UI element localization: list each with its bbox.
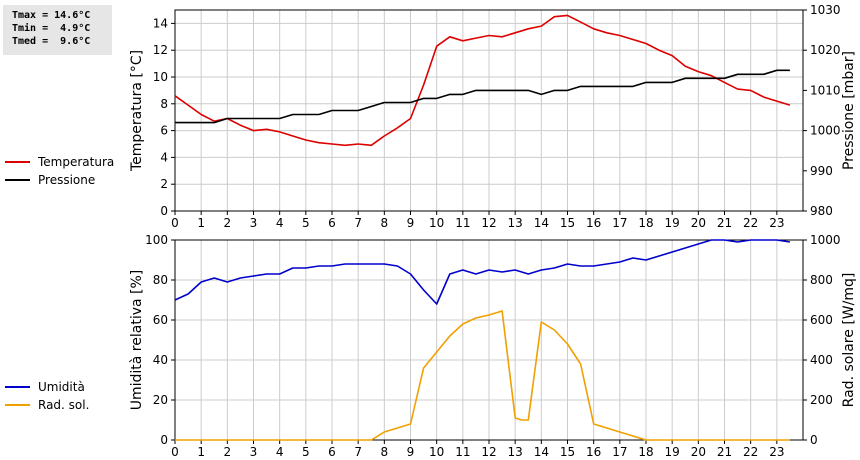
stats-box: Tmax = 14.6°C Tmin = 4.9°C Tmed = 9.6°C [3, 5, 112, 55]
chart2-x-tick-label: 10 [429, 445, 444, 459]
chart2-x-tick-label: 1 [197, 445, 205, 459]
chart1-x-tick-label: 8 [381, 216, 389, 230]
chart1-y2-tick-label: 980 [810, 204, 833, 218]
chart1-x-tick-label: 0 [171, 216, 179, 230]
chart2-y-tick-label: 100 [145, 233, 168, 247]
chart1-y2-tick-label: 990 [810, 164, 833, 178]
chart2-x-tick-label: 6 [328, 445, 336, 459]
chart2-series-line-1 [174, 239, 791, 305]
chart1-x-tick-label: 3 [250, 216, 258, 230]
chart2-x-tick-label: 11 [455, 445, 470, 459]
chart2-y2-tick-label: 400 [810, 353, 833, 367]
chart2-x-tick-label: 20 [691, 445, 706, 459]
chart1-x-tick-label: 1 [197, 216, 205, 230]
chart2-x-tick-label: 4 [276, 445, 284, 459]
chart2-x-tick-label: 19 [665, 445, 680, 459]
chart1-y2-tick-label: 1010 [810, 83, 841, 97]
chart1-x-tick-label: 11 [455, 216, 470, 230]
chart2-x-tick-label: 2 [224, 445, 232, 459]
chart2-x-tick-label: 21 [717, 445, 732, 459]
chart2-x-tick-label: 12 [481, 445, 496, 459]
chart1-y-tick-label: 12 [153, 43, 168, 57]
chart2-plot-frame [174, 239, 804, 441]
chart1-x-tick-label: 6 [328, 216, 336, 230]
chart2-y-tick-label: 20 [153, 393, 168, 407]
chart1-y2-tick-label: 1020 [810, 43, 841, 57]
chart2-x-tick-label: 17 [612, 445, 627, 459]
chart1-plot-frame [174, 9, 804, 212]
chart2-x-tick-label: 7 [354, 445, 362, 459]
chart2-y2-tick-label: 1000 [810, 233, 841, 247]
chart1-x-tick-label: 17 [612, 216, 627, 230]
chart1-y-tick-label: 2 [160, 177, 168, 191]
chart2-x-tick-label: 8 [381, 445, 389, 459]
chart2-x-tick-label: 18 [638, 445, 653, 459]
chart1-x-tick-label: 15 [560, 216, 575, 230]
chart2-x-tick-label: 14 [534, 445, 549, 459]
chart2-legend-label-1: Umidità [38, 380, 85, 394]
chart2-x-tick-label: 13 [508, 445, 523, 459]
chart2-x-tick-label: 5 [302, 445, 310, 459]
chart2-x-tick-label: 9 [407, 445, 415, 459]
chart2-y-tick-label: 80 [153, 273, 168, 287]
chart2-x-tick-label: 0 [171, 445, 179, 459]
chart2-y2-axis-title: Rad. solare [W/mq] [841, 273, 857, 408]
chart1-x-tick-label: 20 [691, 216, 706, 230]
chart1-y-tick-label: 8 [160, 97, 168, 111]
chart1-x-tick-label: 19 [665, 216, 680, 230]
chart2-x-tick-label: 22 [743, 445, 758, 459]
chart2-legend-label-2: Rad. sol. [38, 398, 89, 412]
chart1-y-tick-label: 6 [160, 124, 168, 138]
chart1-legend-label-2: Pressione [38, 173, 95, 187]
chart2-y-tick-label: 0 [160, 433, 168, 447]
chart1-x-tick-label: 14 [534, 216, 549, 230]
chart2-y2-tick-label: 200 [810, 393, 833, 407]
chart1-y-tick-label: 4 [160, 150, 168, 164]
chart1-x-tick-label: 13 [508, 216, 523, 230]
chart2-y2-tick-label: 0 [810, 433, 818, 447]
chart2-y-tick-label: 40 [153, 353, 168, 367]
chart1-x-tick-label: 18 [638, 216, 653, 230]
chart1-x-tick-label: 23 [769, 216, 784, 230]
chart1-x-tick-label: 22 [743, 216, 758, 230]
chart2-y2-tick-label: 800 [810, 273, 833, 287]
chart1-x-tick-label: 16 [586, 216, 601, 230]
chart1-y2-tick-label: 1000 [810, 124, 841, 138]
tmed-text: Tmed = 9.6°C [12, 36, 91, 47]
chart1-x-tick-label: 4 [276, 216, 284, 230]
chart2-y-tick-label: 60 [153, 313, 168, 327]
chart2-x-tick-label: 15 [560, 445, 575, 459]
chart1-y-axis-title: Temperatura [°C] [129, 50, 145, 172]
chart1-legend-label-1: Temperatura [37, 155, 114, 169]
chart1-x-tick-label: 2 [224, 216, 232, 230]
chart2-x-tick-label: 3 [250, 445, 258, 459]
chart1-y-tick-label: 10 [153, 70, 168, 84]
chart1-x-tick-label: 9 [407, 216, 415, 230]
chart1-y-tick-label: 14 [153, 16, 168, 30]
chart1-y2-tick-label: 1030 [810, 3, 841, 17]
chart1-x-tick-label: 21 [717, 216, 732, 230]
chart2-series-line-2 [175, 310, 790, 441]
chart1-x-tick-label: 12 [481, 216, 496, 230]
chart2-x-tick-label: 23 [769, 445, 784, 459]
chart1-series-line-1 [174, 14, 791, 147]
chart1-y-tick-label: 0 [160, 204, 168, 218]
chart1-x-tick-label: 10 [429, 216, 444, 230]
chart2-x-tick-label: 16 [586, 445, 601, 459]
tmax-text: Tmax = 14.6°C [12, 10, 91, 21]
chart1-x-tick-label: 5 [302, 216, 310, 230]
chart1-y2-axis-title: Pressione [mbar] [841, 51, 857, 170]
chart1-series-line-2 [175, 69, 790, 124]
chart2-y-axis-title: Umidità relativa [%] [129, 270, 145, 411]
tmin-text: Tmin = 4.9°C [12, 23, 91, 34]
chart1-x-tick-label: 7 [354, 216, 362, 230]
chart2-y2-tick-label: 600 [810, 313, 833, 327]
